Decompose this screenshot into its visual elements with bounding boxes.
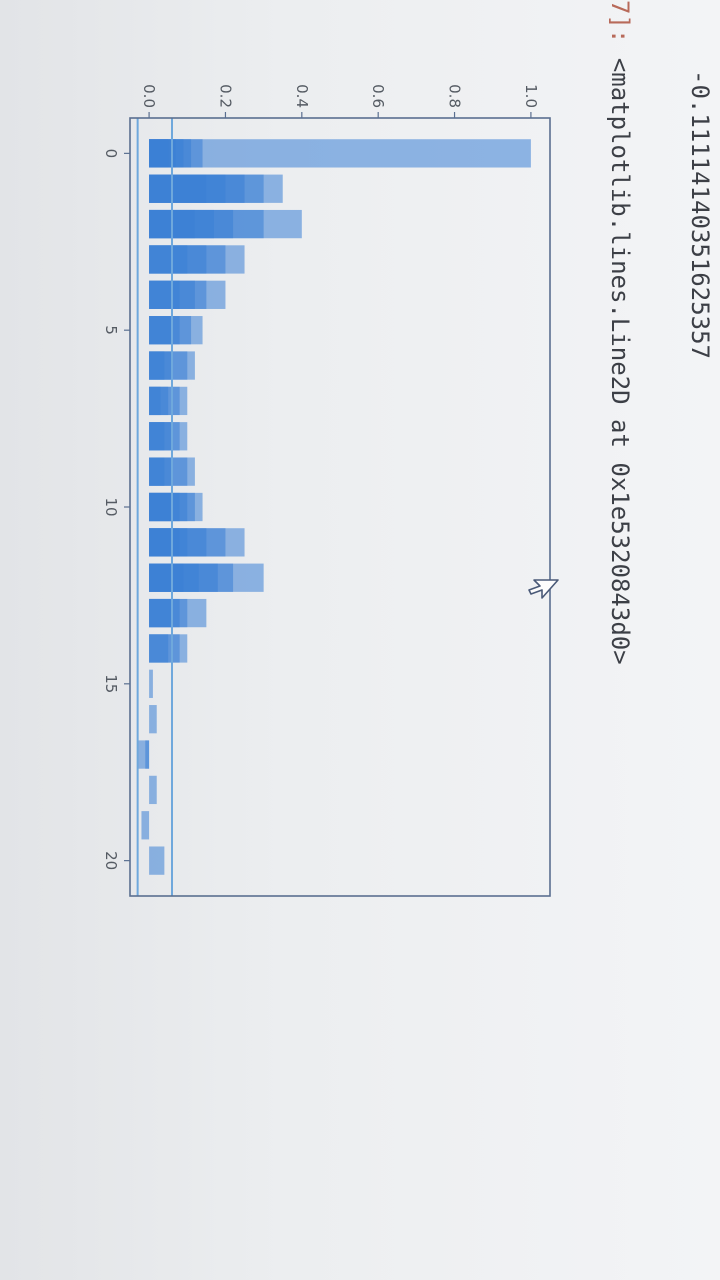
bar-x10-4 <box>149 492 172 522</box>
bar-chart: 0 5 10 15 20 0.0 0.2 0.4 0.6 0.8 1.0 <box>102 84 551 897</box>
bar-x8-3 <box>149 422 165 451</box>
x-tick-label: 15 <box>102 674 120 693</box>
y-tick-label: 0.2 <box>216 84 234 108</box>
chart-marks <box>136 118 531 896</box>
cell-output-line: 7]: <matplotlib.lines.Line2D at 0x1e5320… <box>606 0 634 665</box>
bar-x1-4 <box>149 174 207 203</box>
cell-prompt: 7]: <box>606 0 634 44</box>
y-tick-label: 0.8 <box>446 84 464 108</box>
y-tick-label: 0.4 <box>293 84 311 108</box>
output-value: -0.11114140351625357 <box>686 70 714 359</box>
bar-x5-3 <box>149 316 172 345</box>
output-repr: <matplotlib.lines.Line2D at 0x1e5320843d… <box>606 57 634 665</box>
bar-x20-0 <box>149 846 165 875</box>
bar-x14-2 <box>149 634 169 663</box>
bar-x0-5 <box>149 139 169 168</box>
bar-x13-3 <box>149 598 172 628</box>
bar-x16-0 <box>149 705 157 734</box>
x-tick-label: 10 <box>102 497 120 516</box>
bar-x12-4 <box>149 563 184 592</box>
bar-x11-4 <box>149 528 180 557</box>
x-axis-ticks: 0 5 10 15 20 <box>102 149 130 870</box>
x-tick-label: 5 <box>102 325 120 335</box>
bar-x3-3 <box>149 245 188 274</box>
y-tick-label: 0.6 <box>369 84 387 108</box>
y-tick-label: 0.0 <box>140 84 158 108</box>
x-tick-label: 0 <box>102 149 120 159</box>
bar-x7-3 <box>149 386 161 416</box>
axes-frame <box>129 117 551 897</box>
bar-x0-0 <box>149 139 531 168</box>
bar-x18-0 <box>149 775 157 805</box>
mouse-pointer-icon <box>528 579 559 599</box>
y-axis-ticks: 0.0 0.2 0.4 0.6 0.8 1.0 <box>140 84 540 118</box>
bar-x6-3 <box>149 351 165 380</box>
bar-x15-0 <box>149 669 153 698</box>
y-tick-label: 1.0 <box>522 84 540 108</box>
x-tick-label: 20 <box>102 851 120 870</box>
bar-x4-3 <box>149 280 180 309</box>
bar-x17-1 <box>137 740 150 769</box>
bar-x9-3 <box>149 457 165 486</box>
bar-x19-0 <box>141 811 150 840</box>
